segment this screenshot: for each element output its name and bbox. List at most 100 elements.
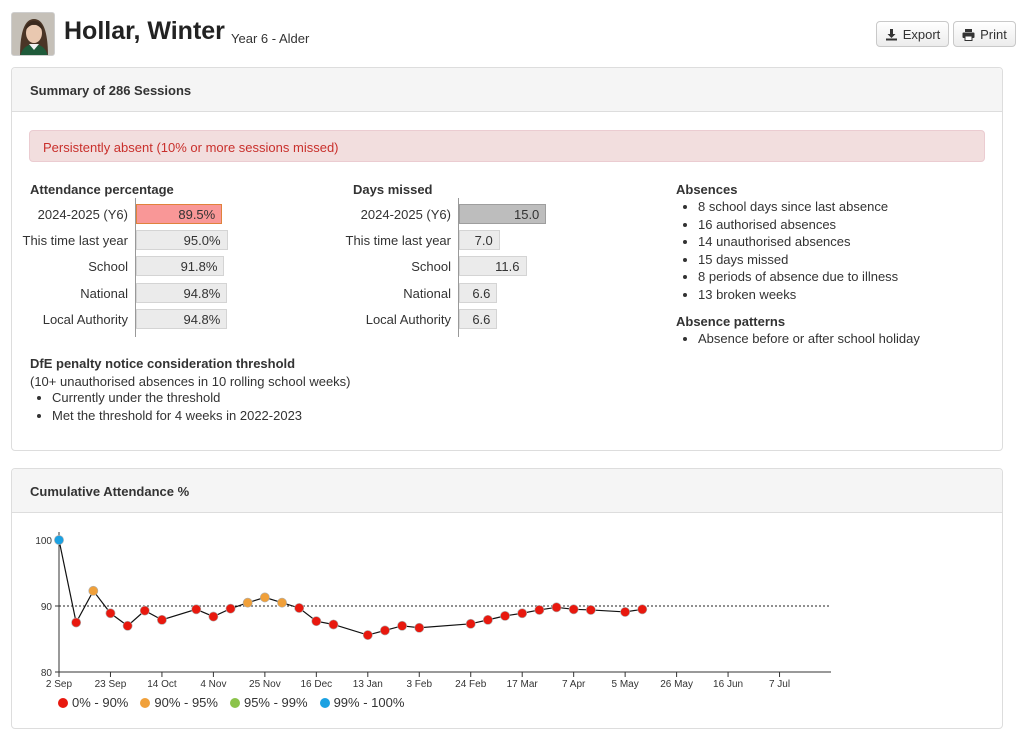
bar-label: 2024-2025 (Y6) — [360, 207, 451, 222]
legend-marker — [140, 697, 151, 708]
x-tick-label: 24 Feb — [455, 679, 487, 690]
export-label: Export — [902, 26, 941, 42]
attendance-axis — [135, 198, 136, 337]
persistent-absence-alert: Persistently absent (10% or more session… — [29, 130, 985, 162]
legend-marker — [58, 697, 68, 708]
x-tick-label: 14 Oct — [147, 679, 177, 690]
bar: 15.0 — [459, 204, 547, 224]
x-tick-label: 7 Apr — [562, 679, 586, 690]
absences-list: 8 school days since last absence16 autho… — [676, 198, 898, 304]
data-point — [517, 608, 528, 619]
legend-item: 0% - 90% — [58, 695, 128, 710]
y-tick-label: 90 — [41, 602, 53, 613]
days_missed-axis — [458, 198, 459, 337]
summary-panel: Summary of 286 Sessions Persistently abs… — [11, 67, 1003, 451]
data-point — [380, 625, 390, 636]
data-point — [637, 604, 648, 615]
bar: 6.6 — [459, 308, 498, 329]
legend-marker — [319, 697, 330, 708]
list-item: 8 school days since last absence — [698, 198, 898, 216]
data-point — [259, 592, 270, 603]
student-class: Year 6 - Alder — [231, 31, 310, 46]
data-point — [277, 597, 287, 608]
legend-item: 95% - 99% — [229, 695, 308, 710]
legend-label: 99% - 100% — [333, 695, 405, 710]
bar: 6.6 — [459, 282, 498, 303]
cumulative-attendance-title: Cumulative Attendance % — [12, 469, 1002, 513]
legend-item: 99% - 100% — [319, 695, 405, 710]
data-point — [397, 620, 408, 631]
absences-title: Absences — [676, 182, 738, 197]
data-point — [105, 608, 116, 619]
data-point — [311, 616, 322, 627]
x-tick-label: 23 Sep — [95, 679, 127, 690]
data-point — [157, 614, 167, 625]
data-point — [551, 602, 562, 613]
cumulative-attendance-chart: 80 90 100 2 Sep 23 Sep 14 Oct 4 Nov 25 Nov 16 De… — [35, 532, 831, 690]
list-item: 15 days missed — [698, 251, 898, 269]
data-point — [534, 605, 545, 615]
dfe-threshold-subtitle: (10+ unauthorised absences in 10 rolling… — [30, 374, 351, 389]
summary-panel-title: Summary of 286 Sessions — [12, 68, 1002, 112]
legend-label: 0% - 90% — [72, 695, 129, 710]
avatar — [11, 12, 55, 56]
data-point — [414, 622, 425, 633]
x-tick-label: 26 May — [660, 679, 693, 690]
absence-patterns-list: Absence before or after school holiday — [676, 330, 920, 348]
x-tick-label: 16 Dec — [300, 679, 332, 690]
legend-label: 95% - 99% — [243, 695, 308, 710]
bar-label: National — [403, 285, 451, 301]
x-tick-label: 25 Nov — [249, 679, 281, 690]
absence-patterns-title: Absence patterns — [676, 314, 786, 329]
student-photo-icon — [12, 13, 54, 55]
bar: 94.8% — [136, 308, 228, 329]
list-item: Met the threshold for 4 weeks in 2022-20… — [52, 407, 302, 425]
list-item: Absence before or after school holiday — [698, 330, 920, 348]
legend-marker — [229, 697, 240, 708]
print-label: Print — [980, 26, 1007, 42]
x-tick-label: 17 Mar — [507, 679, 539, 690]
x-tick-label: 16 Jun — [713, 679, 743, 690]
dfe-threshold-title: DfE penalty notice consideration thresho… — [30, 356, 296, 371]
bar-label: Local Authority — [365, 311, 451, 327]
bar: 91.8% — [136, 256, 225, 277]
y-tick-label: 80 — [41, 668, 53, 679]
export-button[interactable]: Export — [876, 21, 949, 47]
bar: 94.8% — [136, 282, 228, 303]
x-tick-label: 4 Nov — [200, 679, 226, 690]
data-point — [54, 535, 64, 545]
cumulative-attendance-panel: Cumulative Attendance % 80 90 100 2 Sep 23 S… — [11, 468, 1003, 729]
dfe-threshold-list: Currently under the thresholdMet the thr… — [30, 389, 302, 424]
bar: 89.5% — [136, 204, 223, 224]
data-point — [71, 617, 82, 628]
x-tick-label: 3 Feb — [406, 679, 432, 690]
data-point — [482, 614, 493, 625]
data-point — [620, 607, 631, 617]
bar: 7.0 — [459, 230, 500, 251]
data-point — [88, 585, 99, 596]
data-point — [500, 611, 510, 621]
list-item: Currently under the threshold — [52, 389, 302, 407]
bar-label: School — [88, 259, 128, 275]
page-header: Hollar, Winter Year 6 - Alder Export Pri… — [0, 0, 1024, 66]
bar: 95.0% — [136, 230, 228, 251]
data-point — [328, 619, 339, 630]
data-point — [294, 603, 305, 613]
print-button[interactable]: Print — [953, 21, 1016, 47]
list-item: 8 periods of absence due to illness — [698, 268, 898, 286]
chart-legend: 0% - 90% 90% - 95% 95% - 99% 99% - 100% — [58, 695, 404, 710]
bar-label: School — [411, 259, 451, 275]
page-title: Hollar, Winter — [64, 17, 225, 45]
x-tick-label: 13 Jan — [353, 679, 383, 690]
data-point — [225, 603, 236, 614]
printer-icon — [962, 28, 975, 41]
data-point — [191, 604, 202, 615]
list-item: 16 authorised absences — [698, 216, 898, 234]
bar-label: This time last year — [22, 233, 128, 249]
days-missed-title: Days missed — [353, 182, 433, 197]
data-point — [362, 630, 373, 640]
bar-label: 2024-2025 (Y6) — [37, 207, 128, 222]
attendance-percentage-title: Attendance percentage — [30, 182, 174, 197]
x-tick-label: 7 Jul — [769, 679, 790, 690]
bar: 11.6 — [459, 256, 527, 277]
